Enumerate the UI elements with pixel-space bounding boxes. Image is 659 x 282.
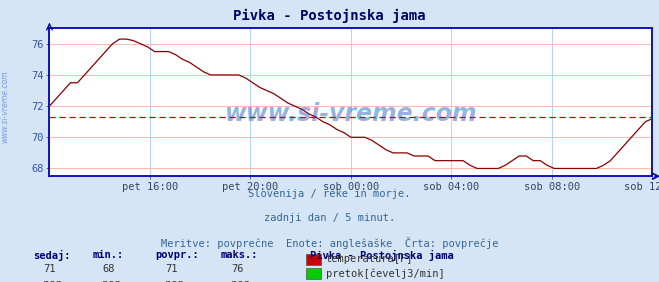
Text: 71: 71 (43, 264, 55, 274)
Text: temperatura[F]: temperatura[F] (326, 254, 413, 265)
Text: pretok[čevelj3/min]: pretok[čevelj3/min] (326, 268, 444, 279)
Text: -nan: -nan (225, 279, 250, 282)
Text: Pivka - Postojnska jama: Pivka - Postojnska jama (310, 250, 453, 261)
Text: Pivka - Postojnska jama: Pivka - Postojnska jama (233, 8, 426, 23)
Text: -nan: -nan (159, 279, 184, 282)
Text: 68: 68 (103, 264, 115, 274)
Text: www.si-vreme.com: www.si-vreme.com (225, 102, 477, 126)
Text: zadnji dan / 5 minut.: zadnji dan / 5 minut. (264, 213, 395, 223)
Text: 76: 76 (231, 264, 243, 274)
Text: www.si-vreme.com: www.si-vreme.com (1, 71, 10, 144)
Text: Slovenija / reke in morje.: Slovenija / reke in morje. (248, 189, 411, 199)
Text: -nan: -nan (96, 279, 121, 282)
Text: povpr.:: povpr.: (155, 250, 198, 259)
Text: 71: 71 (165, 264, 177, 274)
Text: Meritve: povprečne  Enote: anglešaške  Črta: povprečje: Meritve: povprečne Enote: anglešaške Črt… (161, 237, 498, 249)
Text: maks.:: maks.: (221, 250, 258, 259)
Text: -nan: -nan (37, 279, 62, 282)
Text: min.:: min.: (92, 250, 123, 259)
Text: sedaj:: sedaj: (33, 250, 71, 261)
